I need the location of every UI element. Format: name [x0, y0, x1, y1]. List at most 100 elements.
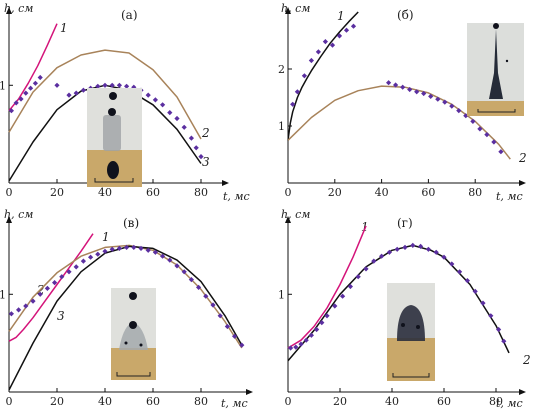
panel-b-title: (б) [397, 8, 414, 22]
data-point [308, 332, 314, 338]
data-point [456, 108, 462, 114]
panel-d-plot: 0 20 40 60 80 1 [278, 216, 526, 408]
data-point [124, 244, 130, 251]
data-point [407, 86, 413, 93]
data-point [37, 291, 43, 297]
data-point [293, 344, 299, 350]
data-point [188, 135, 194, 141]
x-tick-label: 80 [489, 395, 503, 408]
data-point [224, 323, 230, 330]
data-point [496, 326, 502, 333]
data-point [181, 269, 187, 275]
panel-c-curve-label-1: 1 [102, 230, 110, 244]
x-tick-label: 40 [98, 186, 112, 199]
panel-b-curve-label-2: 2 [518, 151, 527, 165]
x-tick-label: 40 [375, 186, 389, 199]
x-tick-label: 0 [6, 186, 13, 199]
data-point [355, 274, 361, 280]
x-axis-arrow [519, 180, 526, 186]
x-axis-arrow [519, 389, 526, 395]
x-axis-arrow [246, 389, 253, 395]
data-point [343, 27, 350, 33]
panel-a-photo [87, 88, 142, 187]
data-point [95, 83, 101, 89]
panel-d-xlabel: t, мс [496, 397, 523, 410]
panel-a-ylabel: h, см [4, 2, 33, 15]
data-point [491, 139, 497, 145]
x-tick-label: 20 [50, 186, 64, 199]
data-point [441, 254, 447, 260]
data-point [28, 85, 34, 91]
curve-1 [287, 225, 367, 349]
curve-2 [8, 244, 243, 349]
data-point [181, 124, 187, 130]
panel-a-plot: 0 20 40 60 80 1 [0, 7, 229, 199]
curve-2 [8, 49, 202, 140]
data-point [174, 263, 180, 269]
x-tick-label: 60 [437, 395, 451, 408]
data-point [131, 84, 137, 90]
data-point [232, 333, 238, 339]
data-point [66, 92, 72, 98]
panel-d-title: (г) [397, 216, 413, 230]
panel-a-title: (а) [121, 8, 138, 22]
x-tick-label: 0 [6, 395, 13, 408]
data-point [203, 293, 209, 299]
x-tick-label: 80 [468, 186, 482, 199]
data-point [421, 90, 427, 97]
data-point [294, 89, 300, 95]
data-point [239, 342, 245, 348]
data-point [386, 249, 392, 255]
data-point [174, 115, 180, 122]
data-point [498, 149, 504, 155]
x-tick-label: 60 [146, 395, 160, 408]
data-point [167, 257, 173, 263]
data-point [32, 80, 38, 86]
panel-d-ylabel: h, см [281, 208, 310, 221]
data-point [196, 284, 202, 290]
y-axis-arrow [6, 216, 12, 223]
data-point [152, 97, 158, 103]
curve-1 [8, 233, 94, 342]
y-axis-arrow [6, 7, 12, 14]
data-point [54, 82, 60, 88]
data-point [350, 23, 357, 29]
data-point [319, 320, 325, 326]
x-axis-arrow [222, 180, 229, 186]
data-point [410, 242, 416, 249]
data-point [332, 303, 338, 309]
x-tick-label: 40 [98, 395, 112, 408]
data-point [288, 345, 294, 351]
y-axis-arrow [285, 7, 291, 14]
data-point [73, 90, 79, 96]
data-point [18, 96, 24, 102]
data-point [188, 277, 194, 283]
data-point [402, 244, 408, 251]
data-point [470, 118, 476, 124]
panel-b-plot: 0 20 40 60 80 1 2 [278, 7, 526, 199]
data-point [336, 33, 343, 39]
data-point [340, 293, 346, 299]
data-point [363, 266, 369, 272]
data-point [124, 83, 130, 89]
data-point [324, 313, 330, 319]
data-point [145, 92, 151, 98]
data-point [109, 82, 115, 88]
data-point [488, 313, 494, 319]
panel-c-photo [111, 288, 156, 380]
panel-c-curve-label-3: 3 [57, 309, 65, 323]
data-point [95, 251, 101, 257]
panel-c-ylabel: h, см [4, 208, 33, 221]
panel-c-plot: 0 20 40 60 80 1 [0, 216, 253, 408]
data-point [73, 264, 79, 270]
data-point [301, 73, 307, 79]
panel-d: h, см (г) t, мс 1 2 0 20 40 60 80 1 [278, 208, 531, 410]
data-point [449, 103, 455, 109]
data-point [298, 341, 304, 347]
data-point [386, 80, 392, 86]
data-point [303, 337, 309, 343]
data-point [167, 110, 173, 116]
data-point [23, 90, 29, 96]
data-point [193, 145, 199, 151]
data-point [449, 261, 455, 267]
